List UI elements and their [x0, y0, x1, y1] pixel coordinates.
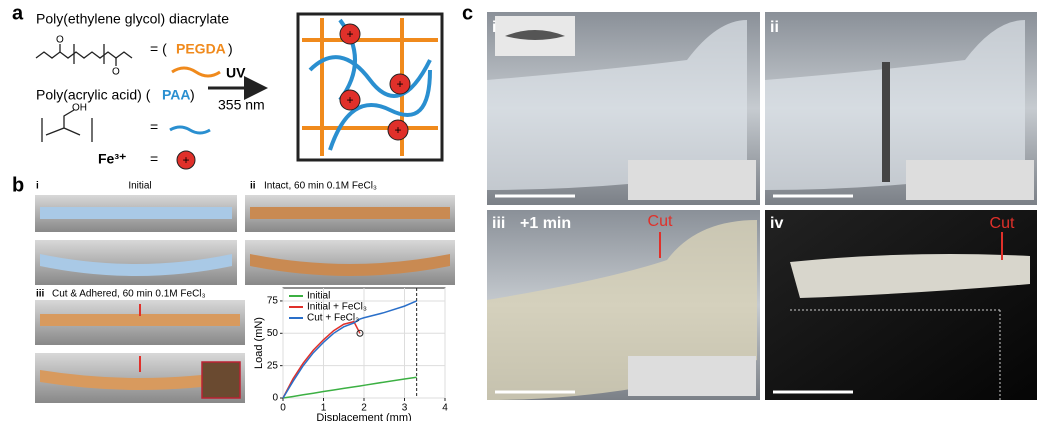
x-axis-label: Displacement (mm)	[316, 412, 411, 421]
photos-c	[487, 12, 1037, 400]
panel-label: a	[12, 2, 24, 24]
x-tick-label: 0	[280, 403, 286, 414]
sub-title: Cut & Adhered, 60 min 0.1M FeCl₃	[52, 289, 206, 300]
paren: )	[190, 87, 195, 103]
panel-label: c	[462, 2, 473, 24]
sub-label: iii	[492, 215, 505, 232]
sub-label: ii	[250, 181, 256, 192]
cut-label: Cut	[990, 215, 1015, 232]
figure: a Poly(ethylene glycol) diacrylate O O =…	[0, 0, 1039, 421]
wavelength: 355 nm	[218, 97, 265, 113]
panel-label: b	[12, 174, 24, 196]
svg-text:+: +	[346, 27, 353, 41]
atom: O	[56, 35, 64, 46]
paa-abbr: PAA	[162, 87, 191, 103]
time: +1 min	[520, 215, 571, 232]
y-axis-label: Load (mN)	[253, 317, 265, 369]
atom: O	[112, 67, 120, 78]
cut-label: Cut	[648, 213, 673, 230]
equals: =	[150, 151, 158, 167]
paa-name: Poly(acrylic acid) (	[36, 87, 151, 103]
svg-text:+: +	[394, 123, 401, 137]
sub-label: iv	[770, 215, 783, 232]
y-tick-label: 50	[267, 328, 279, 339]
y-tick-label: 0	[272, 393, 278, 404]
plus: +	[182, 153, 189, 167]
network: + + + +	[298, 14, 442, 160]
sub-label: iii	[36, 289, 45, 300]
paa-swatch	[170, 127, 210, 133]
uv: UV	[226, 65, 246, 81]
pegda-swatch	[172, 68, 220, 76]
y-tick-label: 75	[267, 296, 279, 307]
pegda-name: Poly(ethylene glycol) diacrylate	[36, 11, 229, 27]
sub-title: Initial	[128, 181, 151, 192]
y-tick-label: 25	[267, 360, 279, 371]
svg-text:+: +	[346, 93, 353, 107]
legend-label: Initial	[307, 291, 330, 302]
sub-label: ii	[770, 19, 779, 36]
x-tick-label: 4	[442, 403, 448, 414]
atom: OH	[72, 103, 87, 114]
sub-label: i	[36, 181, 39, 192]
fe-label: Fe³⁺	[98, 151, 126, 167]
equals: = (	[150, 41, 167, 57]
pegda-structure	[36, 44, 132, 66]
equals: =	[150, 119, 158, 135]
legend-label: Cut + FeCl₃	[307, 313, 359, 324]
paren: )	[228, 41, 233, 57]
legend-label: Initial + FeCl₃	[307, 302, 367, 313]
pegda-abbr: PEGDA	[176, 41, 226, 57]
svg-text:+: +	[396, 77, 403, 91]
paa-structure	[42, 110, 92, 142]
sub-label: i	[492, 19, 496, 36]
sub-title: Intact, 60 min 0.1M FeCl₃	[264, 181, 377, 192]
